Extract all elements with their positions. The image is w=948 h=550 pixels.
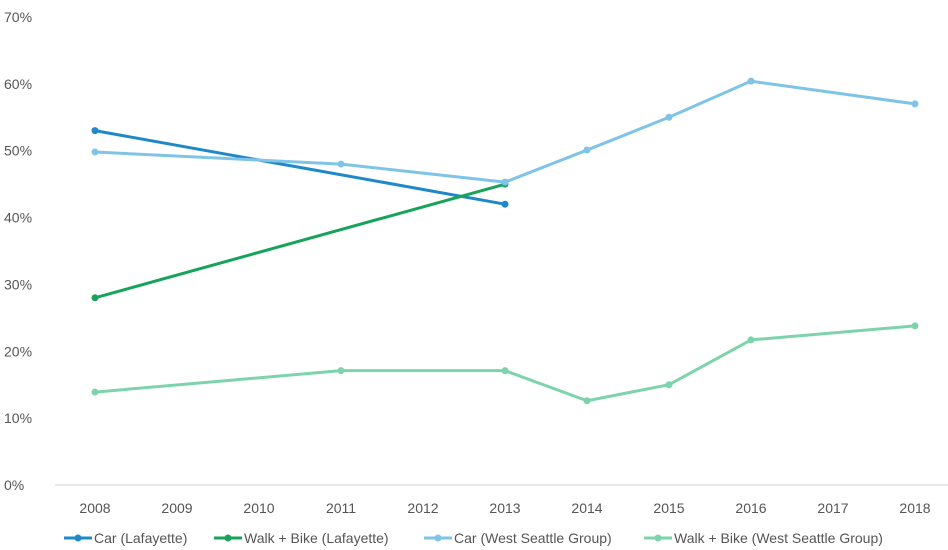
x-tick-label: 2015 (653, 500, 684, 516)
data-point (747, 336, 755, 344)
data-point (911, 322, 919, 330)
series-group (91, 322, 919, 405)
legend-item: Walk + Bike (West Seattle Group) (644, 530, 883, 546)
y-tick-label: 60% (4, 76, 32, 92)
data-point (665, 113, 673, 121)
data-point (911, 100, 919, 108)
legend-item: Car (Lafayette) (64, 530, 187, 546)
legend-swatch-marker (74, 534, 82, 542)
legend-label: Car (Lafayette) (94, 530, 187, 546)
x-tick-label: 2011 (326, 500, 356, 516)
legend-label: Walk + Bike (West Seattle Group) (674, 530, 883, 546)
x-tick-label: 2017 (817, 500, 848, 516)
legend-label: Car (West Seattle Group) (454, 530, 612, 546)
data-point (583, 146, 591, 154)
x-tick-label: 2014 (571, 500, 602, 516)
series-line (93, 79, 917, 184)
x-tick-label: 2010 (243, 500, 274, 516)
legend-item: Car (West Seattle Group) (424, 530, 612, 546)
data-point (501, 367, 509, 375)
data-point (337, 367, 345, 375)
y-tick-label: 30% (4, 276, 32, 292)
x-tick-label: 2016 (735, 500, 766, 516)
y-tick-label: 40% (4, 210, 32, 226)
data-point (91, 388, 99, 396)
legend-swatch-marker (224, 534, 232, 542)
data-point (665, 381, 673, 389)
series-layer (91, 77, 919, 405)
data-point (337, 160, 345, 168)
y-axis: 0% 10% 20% 30% 40% 50% 60% 70% (4, 9, 32, 493)
x-tick-label: 2012 (407, 500, 438, 516)
legend-swatch-marker (654, 534, 662, 542)
data-point (747, 77, 755, 85)
series-group (91, 180, 509, 302)
y-tick-label: 0% (4, 477, 24, 493)
y-tick-label: 50% (4, 143, 32, 159)
y-tick-label: 10% (4, 410, 32, 426)
legend-label: Walk + Bike (Lafayette) (244, 530, 389, 546)
series-line (93, 129, 507, 206)
x-axis: 2008 2009 2010 2011 2012 2013 2014 2015 2016 2017… (55, 484, 948, 516)
data-point (91, 294, 99, 302)
data-point (501, 200, 509, 208)
series-group (91, 127, 509, 208)
y-tick-label: 20% (4, 343, 32, 359)
series-group (91, 77, 919, 186)
x-tick-label: 2009 (161, 500, 192, 516)
legend: Car (Lafayette) Walk + Bike (Lafayette) Ca… (64, 530, 883, 546)
x-tick-label: 2018 (899, 500, 930, 516)
legend-swatch-marker (434, 534, 442, 542)
y-tick-label: 70% (4, 9, 32, 25)
x-tick-label: 2013 (489, 500, 520, 516)
legend-item: Walk + Bike (Lafayette) (214, 530, 389, 546)
data-point (583, 397, 591, 405)
data-point (501, 178, 509, 186)
data-point (91, 127, 99, 135)
x-tick-label: 2008 (79, 500, 110, 516)
series-line (93, 324, 917, 403)
data-point (91, 148, 99, 156)
series-line (93, 182, 507, 300)
